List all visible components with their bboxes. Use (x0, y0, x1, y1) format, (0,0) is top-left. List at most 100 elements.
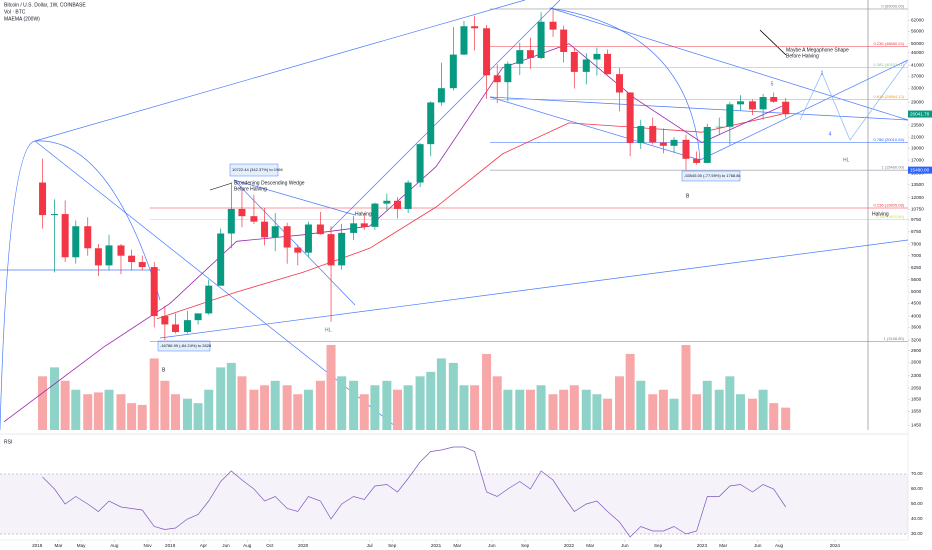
candle-body (736, 101, 744, 105)
candle-body (416, 144, 424, 183)
candle-body (582, 59, 590, 72)
x-tick-label: Mar (586, 543, 594, 548)
x-tick-label: Aug (775, 543, 784, 548)
y-tick-label: 1650 (911, 409, 922, 414)
fib-label: 0.236 (10895.08) (874, 203, 905, 208)
x-tick-label: 2023 (697, 543, 708, 548)
y-tick-label: 5000 (911, 289, 922, 294)
trend-line (34, 0, 526, 142)
y-tick-label: 1850 (911, 396, 922, 401)
volume-bar (370, 385, 380, 430)
rsi-legend: RSI (4, 439, 12, 445)
y-tick-label: 5600 (911, 277, 922, 282)
y-tick-label: 3200 (911, 337, 922, 342)
volume-bar (315, 380, 325, 430)
volume-bar (515, 389, 525, 430)
annotation: Before Halving (786, 53, 819, 59)
candle-body (471, 26, 479, 29)
fib-label: 0.236 (48680.24) (874, 41, 905, 46)
candle-body (726, 104, 734, 127)
volume-bar (436, 358, 446, 430)
candle-body (748, 101, 756, 110)
y-tick-label: 56000 (911, 29, 924, 34)
y-tick-label: 29000 (911, 100, 924, 105)
y-tick-label: 6250 (911, 265, 922, 270)
candle-body (194, 313, 202, 321)
candle-body (217, 233, 225, 286)
volume-bar (714, 389, 724, 430)
x-tick-label: Jun (488, 543, 496, 548)
drawings (0, 0, 909, 431)
chart-title: Bitcoin / U.S. Dollar, 1W, COINBASE (4, 2, 86, 8)
volume-bar (116, 394, 126, 430)
volume-bar (50, 367, 60, 430)
candle-body (649, 126, 657, 143)
y-tick-label: 62000 (911, 18, 924, 23)
y-tick-label: 3600 (911, 325, 922, 330)
x-tick-label: Aug (243, 543, 252, 548)
candle-body (782, 101, 790, 115)
candle-body (670, 139, 678, 146)
volume-bar (303, 389, 313, 430)
volume-bar (392, 389, 402, 430)
volume-bar (769, 403, 779, 430)
x-tick-label: Sep (388, 543, 397, 548)
wave-label: 1 (821, 70, 824, 76)
rsi-tick-label: 70.00 (911, 471, 923, 476)
trend-line (699, 59, 909, 161)
candle-body (427, 102, 435, 145)
candle-body (61, 214, 69, 258)
y-tick-label: 4000 (911, 313, 922, 318)
marks: 0 (69000.00) 0.236 (48680.24) 0.382 (40103… (3, 4, 908, 430)
annotation: Halving (355, 211, 372, 217)
y-tick-label: 4500 (911, 301, 922, 306)
x-tick-label: Mar (719, 543, 727, 548)
volume-bar (470, 385, 480, 430)
y-tick-label: 50000 (911, 41, 924, 46)
candle-body (703, 126, 711, 163)
volume-legend: Vol · BTC (4, 9, 26, 15)
volume-bar (293, 394, 303, 430)
y-tick-label: 12000 (911, 195, 924, 200)
candle-body (117, 245, 125, 256)
volume-bar (137, 404, 147, 430)
candle-body (371, 203, 379, 227)
volume-bar (482, 353, 492, 430)
x-tick-label: Jun (222, 543, 230, 548)
volume-bar (503, 389, 513, 430)
y-tick-label: 1450 (911, 423, 922, 428)
rsi-tick-label: 30.00 (911, 531, 923, 536)
volume-bar (359, 394, 369, 430)
rsi-tick-label: 60.00 (911, 486, 923, 491)
candle-body (570, 52, 578, 72)
y-tick-label: 10750 (911, 207, 924, 212)
rsi-line (42, 446, 786, 538)
measure-box (229, 163, 279, 177)
x-tick-label: Apr (200, 543, 208, 548)
volume-bar (249, 389, 259, 430)
candle-body (150, 267, 158, 317)
volume-bar (735, 394, 745, 430)
volume-bar (581, 389, 591, 430)
trend-line (329, 0, 561, 231)
volume-bar (692, 394, 702, 430)
trend-line (159, 239, 909, 339)
volume-bar (160, 380, 170, 430)
volume-bar (625, 353, 635, 430)
candle-body (304, 224, 312, 253)
y-tick-label: 8750 (911, 229, 922, 234)
candle-body (604, 53, 612, 75)
volume-bar (781, 407, 791, 430)
trend-line (233, 179, 356, 216)
fib-label: 1 (15480.00) (881, 165, 904, 170)
volume-bar (260, 385, 270, 430)
rsi-tick-label: 50.00 (911, 501, 923, 506)
candle-body (504, 63, 512, 83)
candle-body (261, 221, 269, 238)
candle-body (205, 285, 213, 314)
arc (0, 140, 161, 431)
volume-bar (681, 345, 691, 430)
volume-bar (603, 398, 613, 430)
y-tick-label: 23500 (911, 122, 924, 127)
